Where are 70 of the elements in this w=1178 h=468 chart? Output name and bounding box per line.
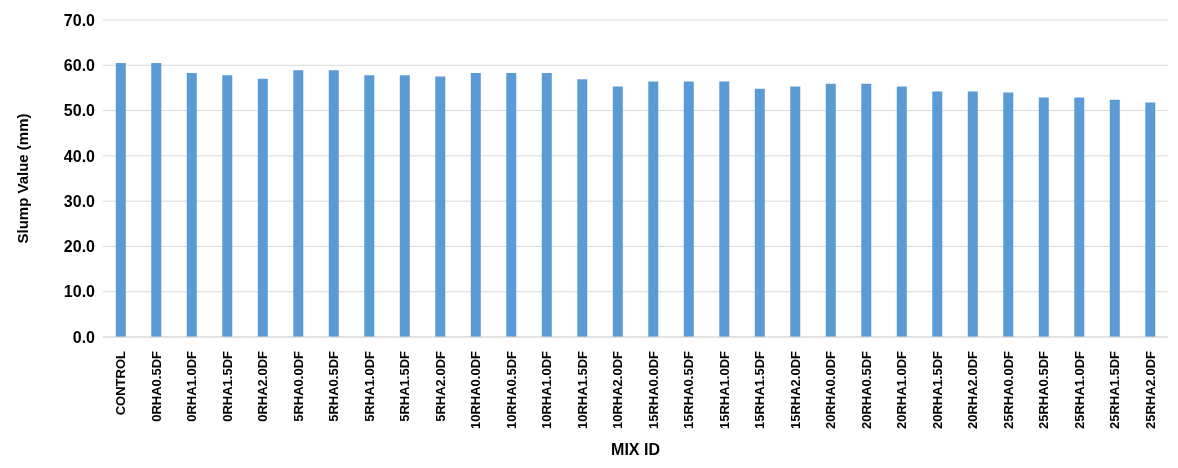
x-tick-label: CONTROL [113,350,129,416]
bar [1003,92,1014,337]
bar [435,76,446,337]
x-tick-label: 10RHA1.5DF [574,350,590,430]
x-tick-label: 20RHA1.5DF [929,350,945,430]
x-tick-label: 5RHA1.0DF [361,350,377,422]
bar [257,78,268,337]
y-tick-label: 10.0 [63,283,96,301]
x-tick-label: 20RHA0.0DF [823,350,839,430]
x-tick-label: 15RHA2.0DF [787,350,803,430]
bar [967,91,978,337]
bar [470,72,481,337]
bar [861,83,872,337]
x-tick-label: 5RHA2.0DF [432,350,448,422]
x-tick-label: 15RHA1.5DF [752,350,768,430]
bar [399,75,410,337]
x-tick-label: 20RHA0.5DF [858,350,874,430]
x-tick-label: 0RHA1.0DF [184,350,200,422]
bar [541,72,552,337]
x-axis-title: MIX ID [611,441,660,458]
x-tick-label: 25RHA1.0DF [1071,350,1087,430]
y-tick-label: 0.0 [72,328,96,346]
bar [612,86,623,337]
y-tick-label: 50.0 [63,102,96,120]
bar [825,83,836,337]
x-tick-label: 10RHA0.0DF [468,350,484,430]
x-tick-label: 20RHA1.0DF [894,350,910,430]
x-tick-label: 10RHA0.5DF [503,350,519,430]
x-tick-label: 25RHA1.5DF [1107,350,1123,430]
bar [506,72,517,337]
bar [790,86,801,337]
bar [364,75,375,337]
y-tick-label: 40.0 [63,147,96,165]
x-tick-label: 10RHA2.0DF [610,350,626,430]
x-tick-label: 25RHA2.0DF [1142,350,1158,430]
bar [719,81,730,337]
bar [896,86,907,337]
x-tick-label: 0RHA0.5DF [148,350,164,422]
bar [151,63,162,337]
bar [293,70,304,337]
x-tick-label: 15RHA1.0DF [716,350,732,430]
x-tick-label: 5RHA0.0DF [290,350,306,422]
x-tick-label: 0RHA1.5DF [219,350,235,422]
x-tick-label: 15RHA0.0DF [645,350,661,430]
x-tick-label: 0RHA2.0DF [255,350,271,422]
x-tick-label: 15RHA0.5DF [681,350,697,430]
x-tick-label: 25RHA0.0DF [1000,350,1016,430]
bar [328,70,339,337]
bar [1038,97,1049,337]
bar [1109,99,1120,337]
bar [115,63,126,337]
y-tick-label: 60.0 [63,56,96,74]
bar [683,81,694,337]
x-tick-label: 5RHA0.5DF [326,350,342,422]
bar [648,81,659,337]
y-tick-label: 30.0 [63,192,96,210]
x-tick-label: 10RHA1.0DF [539,350,555,430]
bar [1074,97,1085,337]
x-tick-label: 5RHA1.5DF [397,350,413,422]
bar [932,91,943,337]
x-tick-label: 20RHA2.0DF [965,350,981,430]
bar [1145,102,1156,337]
y-tick-label: 20.0 [63,238,96,256]
y-axis-title: Slump Value (mm) [14,113,32,244]
bar [754,88,765,337]
bar [577,79,588,337]
bar [186,72,197,337]
bar [222,75,233,337]
y-tick-label: 70.0 [63,11,96,29]
x-tick-label: 25RHA0.5DF [1036,350,1052,430]
